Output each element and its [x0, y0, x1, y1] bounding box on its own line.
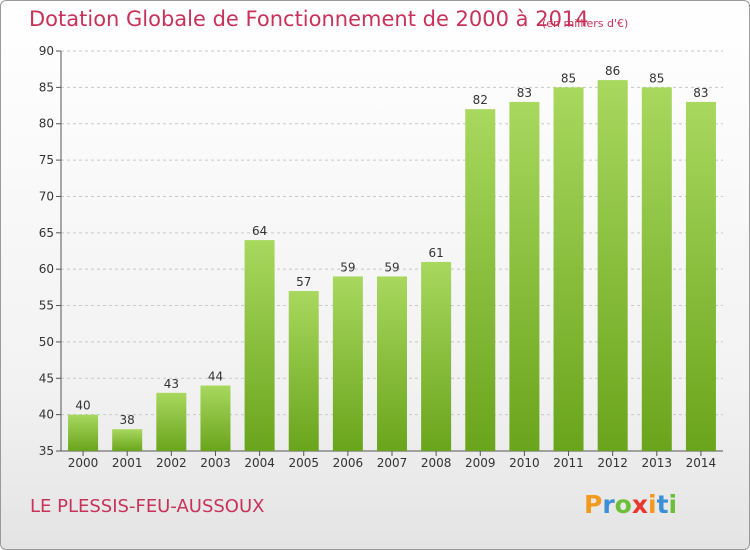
bar [641, 87, 672, 451]
bar [685, 101, 716, 451]
bar-value-label: 43 [164, 377, 179, 391]
y-tick-label: 55 [39, 299, 54, 313]
y-tick-label: 50 [39, 335, 54, 349]
bar-value-label: 83 [693, 86, 708, 100]
x-tick-label: 2005 [288, 456, 319, 470]
x-tick-label: 2001 [112, 456, 143, 470]
x-tick-label: 2003 [200, 456, 231, 470]
bar-value-label: 38 [120, 413, 135, 427]
logo-letter: r [602, 490, 615, 519]
y-tick-label: 60 [39, 262, 54, 276]
x-tick-label: 2000 [68, 456, 99, 470]
x-tick-label: 2008 [421, 456, 452, 470]
bar [112, 429, 143, 451]
bar-value-label: 44 [208, 370, 223, 384]
proxiti-logo[interactable]: Proxiti [584, 490, 677, 519]
bar [377, 276, 407, 451]
bar-value-label: 59 [340, 260, 355, 274]
y-tick-label: 90 [39, 44, 54, 58]
bar [156, 392, 187, 451]
bar-value-label: 83 [517, 86, 532, 100]
x-tick-label: 2007 [377, 456, 408, 470]
bar-value-label: 85 [649, 71, 664, 85]
bar-value-label: 61 [428, 246, 443, 260]
logo-letter: i [668, 490, 678, 519]
bar [509, 101, 540, 451]
bar-value-label: 57 [296, 275, 311, 289]
bar-value-label: 64 [252, 224, 267, 238]
x-tick-label: 2012 [597, 456, 628, 470]
y-tick-label: 75 [39, 153, 54, 167]
bar-value-label: 86 [605, 64, 620, 78]
chart-unit-note: (en milliers d'€) [542, 17, 629, 30]
x-tick-label: 2006 [333, 456, 364, 470]
bar [553, 87, 584, 451]
bars [68, 80, 716, 451]
x-tick-label: 2014 [686, 456, 717, 470]
bar [597, 80, 628, 451]
y-tick-label: 85 [39, 80, 54, 94]
chart-title: Dotation Globale de Fonctionnement de 20… [29, 7, 589, 31]
logo-letter: o [614, 490, 632, 519]
bar-value-label: 82 [473, 93, 488, 107]
commune-name: LE PLESSIS-FEU-AUSSOUX [30, 496, 265, 517]
bar [68, 414, 99, 451]
bar [200, 385, 231, 451]
x-axis: 2000 2001 2002 2003 2004 2005 2006 2007 2008 2009… [68, 451, 716, 470]
y-tick-label: 70 [39, 189, 54, 203]
y-tick-label: 40 [39, 408, 54, 422]
logo-letter: t [656, 490, 669, 519]
bar [465, 109, 496, 451]
logo-letter: x [631, 490, 648, 519]
y-tick-label: 35 [39, 444, 54, 458]
y-tick-label: 80 [39, 117, 54, 131]
bar-value-label: 85 [561, 71, 576, 85]
y-tick-label: 65 [39, 226, 54, 240]
logo-letter: P [584, 490, 603, 519]
y-tick-label: 45 [39, 371, 54, 385]
bar [288, 291, 319, 451]
bar [421, 261, 452, 451]
x-tick-label: 2004 [244, 456, 275, 470]
x-tick-label: 2009 [465, 456, 496, 470]
bar [244, 240, 275, 451]
bar-value-label: 59 [384, 260, 399, 274]
x-tick-label: 2010 [509, 456, 540, 470]
bar-value-label: 40 [75, 399, 90, 413]
x-tick-label: 2013 [642, 456, 673, 470]
logo-letter: i [648, 490, 657, 519]
x-tick-label: 2002 [156, 456, 187, 470]
x-tick-label: 2011 [553, 456, 584, 470]
data-labels: 40 38 43 44 64 57 59 59 61 82 83 85 86 85 83 [75, 64, 708, 427]
bar [332, 276, 363, 451]
